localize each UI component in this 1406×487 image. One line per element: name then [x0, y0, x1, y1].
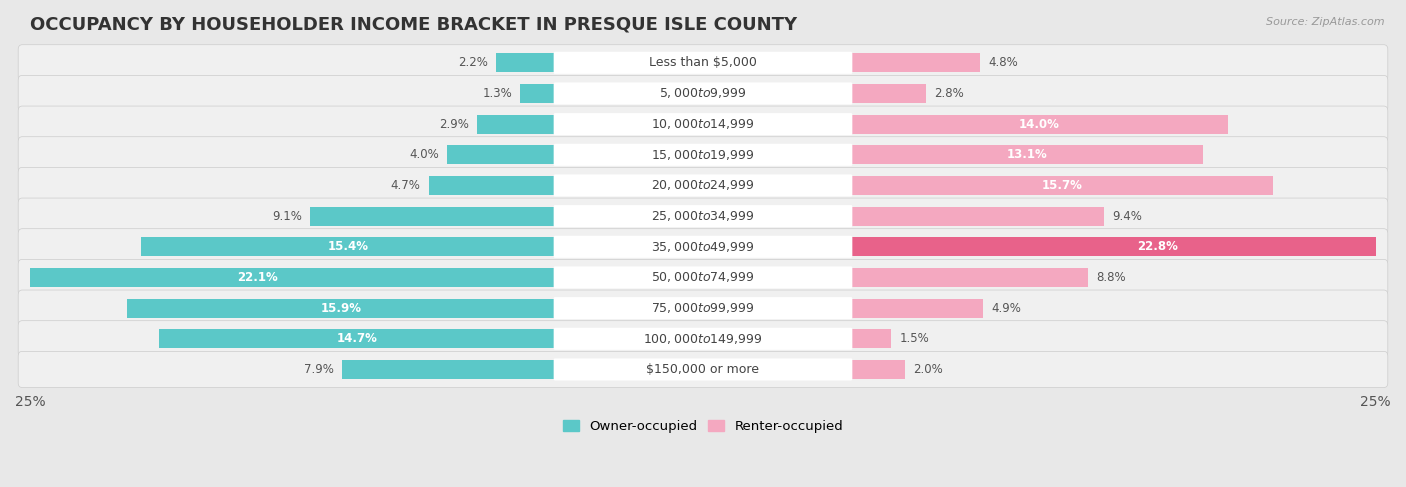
Bar — [851, 53, 980, 73]
Text: Source: ZipAtlas.com: Source: ZipAtlas.com — [1267, 17, 1385, 27]
FancyBboxPatch shape — [554, 82, 852, 105]
Text: 1.5%: 1.5% — [900, 332, 929, 345]
FancyBboxPatch shape — [18, 106, 1388, 142]
Bar — [127, 299, 555, 318]
Bar — [851, 176, 1274, 195]
Bar — [0, 268, 555, 287]
Text: 9.1%: 9.1% — [273, 209, 302, 223]
Bar — [851, 329, 891, 348]
Text: 4.9%: 4.9% — [991, 301, 1021, 315]
FancyBboxPatch shape — [18, 45, 1388, 81]
Bar — [496, 53, 555, 73]
FancyBboxPatch shape — [18, 229, 1388, 265]
FancyBboxPatch shape — [554, 205, 852, 227]
Text: 15.9%: 15.9% — [321, 301, 361, 315]
Bar — [851, 145, 1204, 164]
Text: $5,000 to $9,999: $5,000 to $9,999 — [659, 87, 747, 100]
Text: 8.8%: 8.8% — [1095, 271, 1125, 284]
FancyBboxPatch shape — [18, 168, 1388, 204]
Bar — [141, 237, 555, 256]
Text: 22.8%: 22.8% — [1137, 240, 1178, 253]
FancyBboxPatch shape — [554, 113, 852, 135]
Text: OCCUPANCY BY HOUSEHOLDER INCOME BRACKET IN PRESQUE ISLE COUNTY: OCCUPANCY BY HOUSEHOLDER INCOME BRACKET … — [31, 15, 797, 33]
Text: 9.4%: 9.4% — [1112, 209, 1142, 223]
Bar — [159, 329, 555, 348]
Text: $75,000 to $99,999: $75,000 to $99,999 — [651, 301, 755, 315]
Text: 22.1%: 22.1% — [238, 271, 278, 284]
Text: 14.7%: 14.7% — [337, 332, 378, 345]
FancyBboxPatch shape — [554, 328, 852, 350]
Bar — [851, 237, 1406, 256]
Text: $35,000 to $49,999: $35,000 to $49,999 — [651, 240, 755, 254]
Text: $150,000 or more: $150,000 or more — [647, 363, 759, 376]
FancyBboxPatch shape — [554, 52, 852, 74]
Text: 4.0%: 4.0% — [409, 149, 439, 161]
FancyBboxPatch shape — [18, 198, 1388, 234]
FancyBboxPatch shape — [18, 321, 1388, 357]
Bar — [311, 206, 555, 225]
FancyBboxPatch shape — [554, 297, 852, 319]
Bar — [851, 114, 1227, 133]
FancyBboxPatch shape — [18, 75, 1388, 112]
FancyBboxPatch shape — [554, 358, 852, 380]
Text: $100,000 to $149,999: $100,000 to $149,999 — [644, 332, 762, 346]
Text: 4.8%: 4.8% — [988, 56, 1018, 69]
Legend: Owner-occupied, Renter-occupied: Owner-occupied, Renter-occupied — [558, 414, 848, 438]
Text: 1.3%: 1.3% — [482, 87, 512, 100]
FancyBboxPatch shape — [554, 236, 852, 258]
Text: 2.8%: 2.8% — [935, 87, 965, 100]
Text: 2.9%: 2.9% — [439, 118, 470, 131]
Bar — [477, 114, 555, 133]
FancyBboxPatch shape — [18, 137, 1388, 173]
Text: 2.2%: 2.2% — [458, 56, 488, 69]
Bar — [851, 84, 927, 103]
Text: Less than $5,000: Less than $5,000 — [650, 56, 756, 69]
Bar — [429, 176, 555, 195]
FancyBboxPatch shape — [18, 290, 1388, 326]
Text: 15.7%: 15.7% — [1042, 179, 1083, 192]
Bar — [520, 84, 555, 103]
Bar — [343, 360, 555, 379]
Text: $20,000 to $24,999: $20,000 to $24,999 — [651, 178, 755, 192]
Text: $25,000 to $34,999: $25,000 to $34,999 — [651, 209, 755, 223]
FancyBboxPatch shape — [18, 260, 1388, 296]
Text: $15,000 to $19,999: $15,000 to $19,999 — [651, 148, 755, 162]
Bar — [447, 145, 555, 164]
Bar — [851, 268, 1088, 287]
FancyBboxPatch shape — [554, 144, 852, 166]
FancyBboxPatch shape — [18, 351, 1388, 388]
FancyBboxPatch shape — [554, 174, 852, 197]
Text: $50,000 to $74,999: $50,000 to $74,999 — [651, 270, 755, 284]
Text: 13.1%: 13.1% — [1007, 149, 1047, 161]
Bar — [851, 206, 1104, 225]
Bar — [851, 299, 983, 318]
Text: $10,000 to $14,999: $10,000 to $14,999 — [651, 117, 755, 131]
Text: 14.0%: 14.0% — [1019, 118, 1060, 131]
Text: 7.9%: 7.9% — [305, 363, 335, 376]
Text: 2.0%: 2.0% — [912, 363, 942, 376]
Text: 4.7%: 4.7% — [391, 179, 420, 192]
Text: 15.4%: 15.4% — [328, 240, 368, 253]
Bar — [851, 360, 905, 379]
FancyBboxPatch shape — [554, 266, 852, 288]
